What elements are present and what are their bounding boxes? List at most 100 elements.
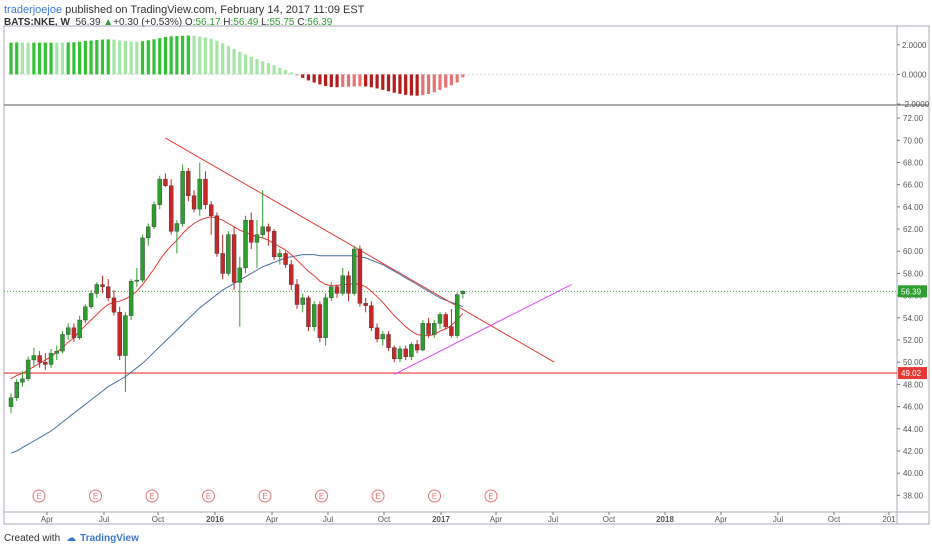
candle-body — [37, 355, 42, 363]
candle-body — [163, 178, 168, 186]
osc-bar — [32, 42, 36, 75]
osc-bar — [421, 74, 425, 96]
time-tick-label: Apr — [715, 515, 728, 524]
earnings-marker-icon — [145, 489, 159, 503]
level-price-label: 49.02 — [901, 369, 922, 378]
footer-brand[interactable]: TradingView — [80, 533, 139, 544]
osc-bar — [461, 74, 465, 78]
candle-body — [146, 226, 151, 239]
candle-body — [77, 319, 82, 338]
candle-body — [151, 204, 157, 228]
candle-body — [306, 297, 311, 327]
price-tick-label: 70.00 — [903, 136, 924, 145]
price-tick-label: 60.00 — [903, 247, 924, 256]
osc-bar — [66, 42, 70, 75]
close-label: C: — [297, 17, 308, 28]
osc-bar — [375, 74, 379, 89]
candle-body — [25, 359, 31, 380]
candle-body — [397, 348, 403, 360]
osc-bar — [404, 74, 408, 95]
price-tick-label: 64.00 — [903, 203, 924, 212]
candle-body — [277, 253, 283, 257]
earnings-marker-label: E — [93, 492, 98, 501]
candle-body — [363, 303, 368, 306]
candle-body — [208, 204, 214, 216]
chart-border — [3, 25, 930, 525]
price-tick-label: 52.00 — [903, 336, 924, 345]
candle-body — [168, 185, 174, 232]
osc-bar — [364, 74, 368, 87]
osc-bar — [106, 39, 110, 75]
candle-body — [317, 304, 323, 338]
last-price-tag — [898, 285, 927, 298]
candle-body — [346, 275, 351, 294]
candle-body — [134, 279, 140, 282]
time-tick-label: Oct — [828, 515, 841, 524]
last-price-label: 56.39 — [901, 287, 922, 296]
price-tick-label: 62.00 — [903, 225, 924, 234]
candle-body — [88, 293, 94, 307]
candle-body — [437, 314, 443, 324]
candle-body — [48, 353, 54, 365]
osc-bar — [100, 39, 105, 75]
osc-bar — [152, 39, 156, 75]
earnings-marker-label: E — [488, 492, 493, 501]
osc-bar — [409, 74, 413, 96]
osc-bar — [289, 72, 293, 75]
osc-bar — [221, 43, 225, 75]
time-tick-label: 2016 — [206, 515, 224, 524]
price-tick-label: 38.00 — [903, 491, 924, 500]
candle-body — [71, 327, 77, 338]
earnings-marker-label: E — [149, 492, 154, 501]
footer: Created with ☁ TradingView — [4, 532, 139, 546]
earnings-marker-icon — [315, 489, 328, 503]
symbol-last: 56.39 — [75, 17, 101, 28]
publisher-header: traderjoejoe published on TradingView.co… — [4, 3, 364, 17]
osc-bar — [181, 35, 185, 75]
osc-bar — [15, 42, 19, 75]
osc-bar — [95, 40, 99, 75]
osc-bar — [272, 65, 276, 75]
open-label: O: — [184, 17, 196, 28]
osc-bar — [283, 70, 288, 75]
time-tick-label: 201 — [882, 515, 896, 524]
candle-body — [260, 226, 265, 235]
earnings-marker-icon — [258, 489, 272, 503]
candle-body — [157, 178, 162, 205]
candle-body — [65, 327, 71, 335]
publisher-username[interactable]: traderjoejoe — [4, 4, 63, 16]
time-tick-label: Jul — [99, 515, 109, 524]
osc-bar — [192, 35, 196, 75]
candle-body — [123, 315, 128, 356]
osc-bar — [381, 74, 385, 90]
osc-bar — [72, 42, 76, 75]
slow-moving-average-line — [10, 254, 464, 454]
candle-body — [386, 334, 391, 348]
time-tick-label: Jul — [773, 515, 783, 524]
low-label: L: — [261, 17, 270, 28]
osc-bar — [209, 38, 213, 75]
candle-body — [14, 381, 19, 398]
osc-bar — [55, 42, 59, 75]
osc-bar — [9, 42, 13, 75]
price-tick-label: 50.00 — [903, 358, 924, 367]
osc-bar — [426, 74, 431, 94]
candle-body — [220, 253, 225, 274]
osc-bar — [369, 74, 373, 88]
osc-bar — [186, 35, 190, 75]
price-tick-label: 46.00 — [903, 403, 924, 412]
fast-moving-average-line — [10, 216, 464, 380]
earnings-marker-label: E — [36, 492, 41, 501]
osc-bar — [432, 74, 436, 93]
osc-tick-label: 2.0000 — [902, 41, 927, 50]
time-tick-label: Oct — [378, 515, 391, 524]
osc-bar — [232, 48, 236, 75]
earnings-marker-icon — [32, 489, 46, 503]
osc-bar — [278, 67, 282, 75]
time-tick-label: Oct — [603, 515, 616, 524]
osc-bar — [60, 42, 65, 75]
price-tick-label: 54.00 — [903, 314, 924, 323]
osc-bar — [449, 74, 454, 86]
osc-bar — [215, 40, 219, 75]
